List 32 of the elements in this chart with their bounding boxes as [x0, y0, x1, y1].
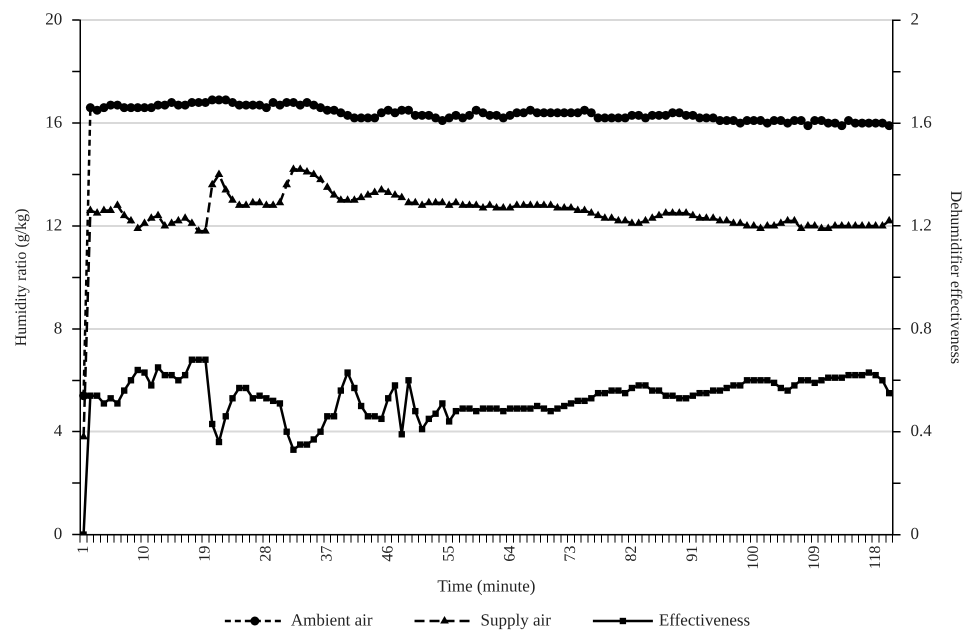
- y2-tick-label: 1.6: [910, 112, 932, 132]
- legend-label: Supply air: [480, 610, 552, 630]
- x-tick-label: 55: [440, 546, 458, 562]
- x-tick-label: 10: [136, 546, 153, 562]
- x-tick-label: 91: [684, 546, 702, 562]
- x-tick-label: 118: [866, 546, 884, 570]
- y-tick-label: 16: [45, 112, 62, 132]
- x-tick-label: 64: [501, 546, 518, 562]
- x-tick-label: 28: [258, 546, 275, 562]
- y-tick-label: 4: [54, 421, 63, 440]
- x-tick-label: 46: [379, 546, 396, 562]
- y-tick-label: 8: [54, 318, 62, 338]
- y2-tick-label: 1.2: [910, 215, 932, 234]
- y2-tick-label: 0: [910, 524, 920, 544]
- y-tick-label: 20: [45, 10, 62, 29]
- y-axis-title: Humidity ratio (g/kg): [12, 208, 30, 346]
- y2-tick-label: 0.8: [910, 318, 932, 338]
- x-axis-title: Time (minute): [437, 576, 536, 596]
- x-tick-label: 1: [74, 546, 92, 554]
- y2-axis-title: Dehumidifier effectiveness: [947, 190, 964, 364]
- legend-label: Effectiveness: [658, 610, 750, 630]
- x-tick-label: 37: [318, 546, 336, 562]
- x-tick-label: 73: [562, 546, 580, 562]
- y2-tick-label: 0.4: [910, 421, 932, 440]
- x-tick-label: 100: [744, 546, 762, 570]
- x-tick-label: 19: [196, 546, 214, 562]
- y2-tick-label: 2: [910, 10, 920, 29]
- legend-label: Ambient air: [290, 610, 373, 630]
- x-tick-label: 82: [623, 546, 640, 562]
- x-tick-label: 109: [806, 546, 823, 570]
- y-tick-label: 12: [45, 215, 62, 234]
- y-tick-label: 0: [54, 524, 62, 544]
